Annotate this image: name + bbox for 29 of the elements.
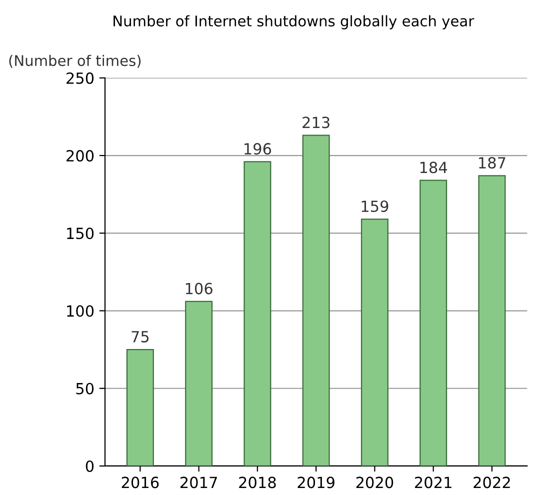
bar (302, 134, 330, 466)
y-tick-label: 50 (76, 382, 94, 394)
x-tick-label: 2021 (415, 476, 452, 488)
data-label: 213 (302, 116, 330, 128)
y-tick-label: 100 (67, 305, 94, 317)
bar (185, 300, 213, 466)
bar (420, 180, 448, 466)
bar (478, 175, 506, 466)
data-label: 187 (479, 157, 506, 169)
x-tick-label: 2019 (298, 476, 334, 488)
chart-title: Number of Internet shutdowns globally each year (114, 15, 474, 30)
y-tick-label: 0 (86, 460, 94, 472)
data-label: 106 (186, 282, 212, 294)
x-tick-label: 2017 (180, 476, 217, 488)
data-label: 159 (362, 200, 388, 212)
x-tick-label: 2020 (356, 476, 394, 488)
y-axis-title: (Number of times) (9, 54, 141, 68)
x-tick-label: 2018 (239, 476, 276, 488)
bar (126, 349, 154, 466)
x-tick-label: 2022 (474, 476, 510, 488)
bar (244, 161, 272, 466)
data-label: 75 (132, 331, 149, 342)
x-tick-label: 2016 (122, 476, 159, 488)
bar (360, 218, 388, 466)
data-label: 184 (420, 162, 448, 174)
y-tick-label: 250 (66, 72, 94, 84)
y-tick-label: 150 (67, 228, 94, 240)
data-label: 196 (244, 143, 272, 155)
y-tick-label: 200 (66, 150, 94, 162)
